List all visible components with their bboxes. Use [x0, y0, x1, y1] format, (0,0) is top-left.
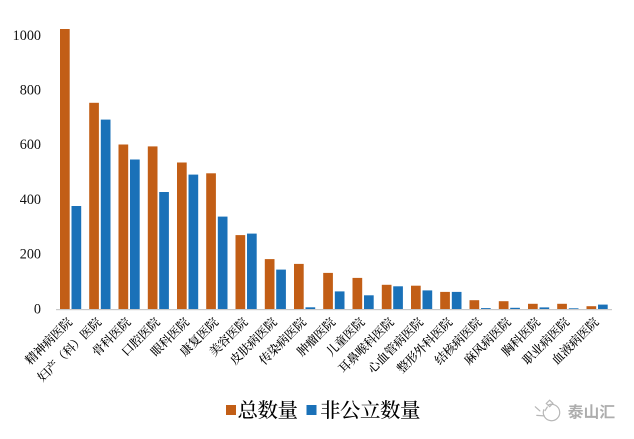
svg-text:200: 200 [20, 247, 41, 263]
svg-text:600: 600 [20, 137, 41, 153]
svg-text:0: 0 [34, 301, 41, 317]
svg-text:1000: 1000 [13, 28, 41, 44]
svg-text:400: 400 [20, 192, 41, 208]
svg-text:800: 800 [20, 83, 41, 99]
